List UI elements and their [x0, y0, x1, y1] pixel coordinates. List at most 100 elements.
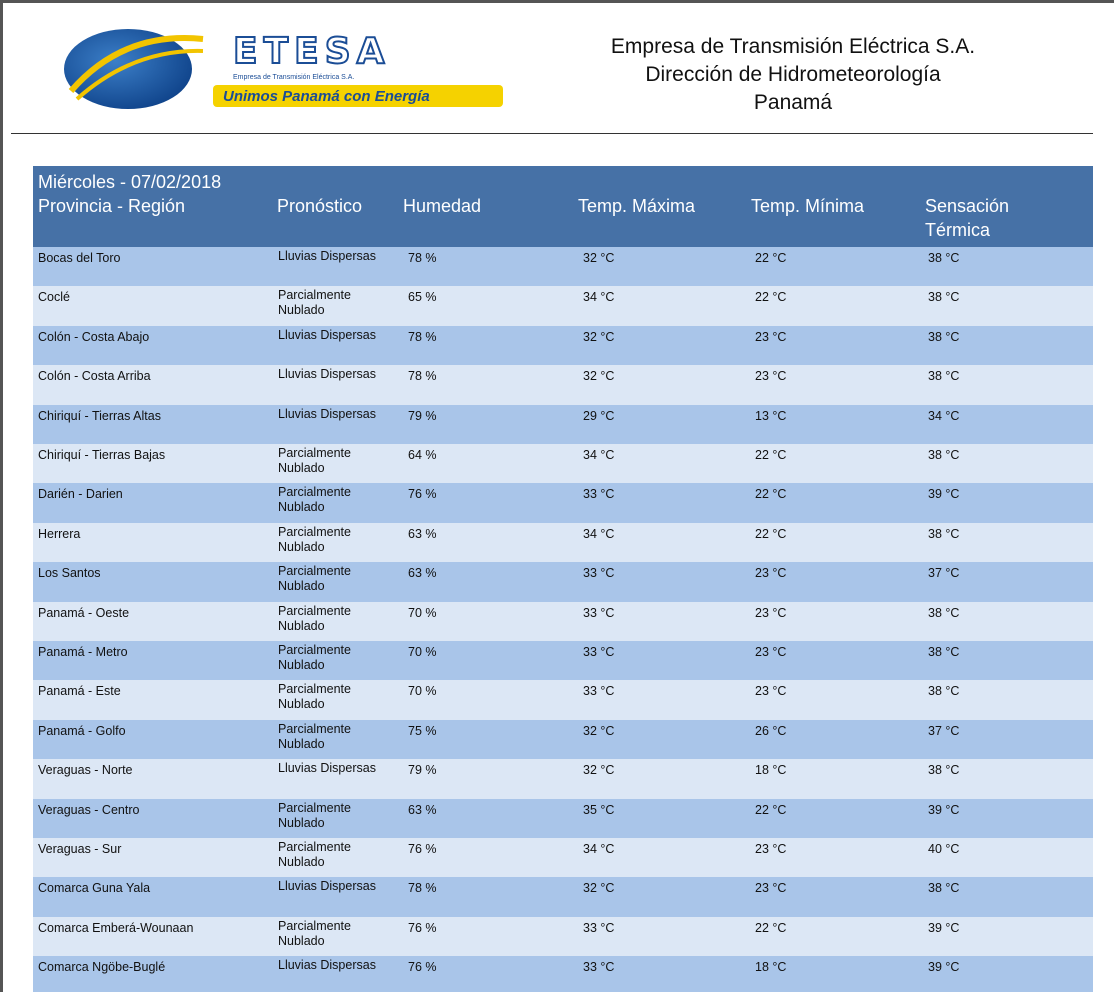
header-line: Dirección de Hidrometeorología: [645, 63, 941, 86]
cell: 32 °C: [583, 251, 615, 265]
logo-swoosh: [68, 35, 204, 93]
cell: Parcialmente Nublado: [278, 485, 351, 515]
cell: 23 °C: [755, 329, 787, 344]
cell: 23 °C: [755, 684, 787, 699]
cell: Lluvias Dispersas: [278, 249, 376, 263]
cell: 37 °C: [928, 566, 960, 581]
cell: 22 °C: [755, 251, 787, 265]
cell: Panamá - Oeste: [38, 605, 130, 620]
cell: Lluvias Dispersas: [278, 879, 376, 894]
cell: 18 °C: [755, 960, 787, 975]
table-row: Colón - Costa Arriba Lluvias Dispersas 78 …: [33, 365, 1093, 405]
table-row: Bocas del Toro Lluvias Dispersas 78 % 32 °C…: [33, 247, 1093, 287]
cell: Parcialmente Nublado: [278, 288, 351, 318]
cell: 32 °C: [583, 723, 615, 738]
cell: 38 °C: [928, 329, 960, 344]
cell: Panamá - Este: [38, 684, 121, 699]
cell: Colón - Costa Abajo: [38, 329, 150, 344]
divider: [11, 133, 1093, 134]
cell: 34 °C: [583, 842, 615, 856]
cell: 75 %: [408, 723, 437, 738]
cell: Parcialmente Nublado: [278, 524, 351, 554]
table-row: Herrera Parcialmente Nublado 63 % 34 °C 22 °…: [33, 522, 1093, 563]
cell: 23 °C: [755, 881, 787, 896]
table-row: Panamá - Golfo Parcialmente Nublado 75 % 32…: [33, 719, 1093, 760]
cell: 29 °C: [583, 408, 615, 423]
cell: 38 °C: [928, 684, 960, 699]
cell: 76 %: [408, 487, 437, 502]
table-row: Coclé Parcialmente Nublado 65 % 34 °C 22 °C 3…: [33, 286, 1093, 326]
table-row: Chiriquí - Tierras Altas Lluvias Dispersa…: [33, 404, 1093, 444]
cell: 39 °C: [928, 487, 960, 502]
cell: 78 %: [408, 329, 437, 344]
column-header: Provincia - Región: [38, 196, 186, 216]
cell: Chiriquí - Tierras Bajas: [38, 448, 166, 462]
cell: 70 %: [408, 645, 437, 659]
cell: 38 °C: [928, 290, 960, 305]
cell: Comarca Emberá-Wounaan: [38, 920, 194, 935]
cell: 23 °C: [755, 369, 787, 384]
column-header: Temp. Máxima: [578, 196, 696, 216]
cell: 22 °C: [755, 448, 787, 462]
cell: Parcialmente Nublado: [278, 918, 351, 948]
cell: 33 °C: [583, 566, 615, 581]
cell: 22 °C: [755, 487, 787, 502]
table-row: Chiriquí - Tierras Bajas Parcialmente Nub…: [33, 444, 1093, 484]
cell: 38 °C: [928, 605, 960, 620]
logo: ETESA Empresa de Transmisión Eléctrica S…: [64, 29, 503, 109]
logo-tagline: Empresa de Transmisión Eléctrica S.A.: [233, 74, 354, 81]
cell: 26 °C: [755, 723, 787, 738]
cell: Parcialmente Nublado: [278, 564, 351, 594]
table-row: Los Santos Parcialmente Nublado 63 % 33 °C 2…: [33, 562, 1093, 602]
table-header: Miércoles - 07/02/2018 Provincia - Regió…: [33, 166, 1093, 247]
cell: 38 °C: [928, 526, 960, 541]
header-line: Panamá: [753, 91, 833, 114]
cell: 39 °C: [928, 802, 960, 817]
cell: 76 %: [408, 842, 437, 856]
cell: 40 °C: [928, 842, 960, 856]
cell: 33 °C: [583, 960, 615, 975]
cell: 34 °C: [928, 408, 960, 423]
cell: 35 °C: [583, 802, 615, 817]
logo-slogan-bg: [213, 85, 503, 107]
cell: Herrera: [38, 526, 81, 541]
table-row: Veraguas - Norte Lluvias Dispersas 79 % 32 …: [33, 759, 1093, 799]
cell: 76 %: [408, 960, 437, 975]
cell: 78 %: [408, 369, 437, 384]
cell: 33 °C: [583, 645, 615, 659]
cell: 33 °C: [583, 684, 615, 699]
column-header: Humedad: [403, 196, 482, 216]
cell: 32 °C: [583, 369, 615, 384]
table-row: Comarca Emberá-Wounaan Parcialmente Nubla…: [33, 916, 1093, 957]
table-row: Panamá - Metro Parcialmente Nublado 70 % 33…: [33, 641, 1093, 681]
cell: Bocas del Toro: [38, 251, 121, 265]
cell: 79 %: [408, 763, 437, 778]
cell: Veraguas - Sur: [38, 842, 122, 856]
cell: 34 °C: [583, 526, 615, 541]
cell: Darién - Darien: [38, 487, 123, 502]
cell: 38 °C: [928, 369, 960, 384]
cell: 79 %: [408, 408, 437, 423]
cell: Comarca Guna Yala: [38, 881, 151, 896]
cell: 32 °C: [583, 329, 615, 344]
cell: 34 °C: [583, 448, 615, 462]
cell: Parcialmente Nublado: [278, 721, 351, 751]
cell: Parcialmente Nublado: [278, 603, 351, 633]
date: Miércoles - 07/02/2018: [38, 172, 222, 192]
cell: Colón - Costa Arriba: [38, 369, 151, 384]
cell: 76 %: [408, 920, 437, 935]
cell: 70 %: [408, 684, 437, 699]
logo-slogan: Unimos Panamá con Energía: [223, 88, 430, 105]
cell: 23 °C: [755, 605, 787, 620]
cell: 32 °C: [583, 881, 615, 896]
cell: Panamá - Golfo: [38, 723, 126, 738]
cell: Lluvias Dispersas: [278, 327, 376, 342]
cell: 70 %: [408, 605, 437, 620]
cell: 22 °C: [755, 290, 787, 305]
cell: Comarca Ngöbe-Buglé: [38, 960, 166, 975]
cell: 32 °C: [583, 763, 615, 778]
table-row: Veraguas - Centro Parcialmente Nublado 63 …: [33, 798, 1093, 838]
table-row: Comarca Ngöbe-Buglé Lluvias Dispersas 76 %…: [33, 956, 1093, 992]
cell: 22 °C: [755, 802, 787, 817]
